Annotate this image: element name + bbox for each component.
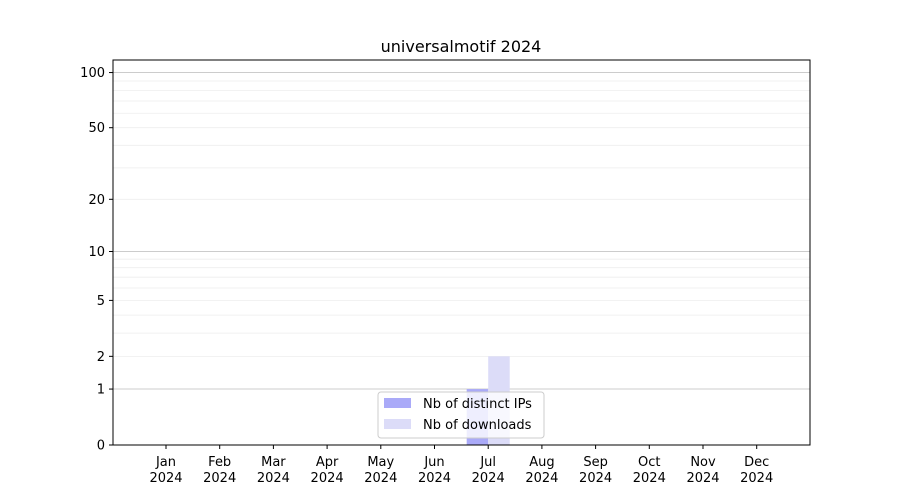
x-tick-label-month: Feb xyxy=(208,455,231,470)
plot-frame xyxy=(112,59,811,446)
x-tick-label-month: Mar xyxy=(261,455,286,470)
x-tick-label-month: Dec xyxy=(744,455,769,470)
legend-label: Nb of distinct IPs xyxy=(423,397,532,412)
x-tick-label-month: Apr xyxy=(316,455,339,470)
y-tick-label: 0 xyxy=(97,439,105,454)
x-tick-label-year: 2024 xyxy=(472,471,505,486)
x-tick-label-month: Sep xyxy=(583,455,608,470)
x-tick-label-month: Jan xyxy=(155,455,176,470)
legend-box xyxy=(377,391,545,439)
chart-title: universalmotif 2024 xyxy=(381,37,542,56)
x-tick-label-year: 2024 xyxy=(364,471,397,486)
y-tick-label: 20 xyxy=(88,193,105,208)
legend-swatch xyxy=(384,419,411,429)
grid xyxy=(113,72,810,390)
x-tick-label-month: Nov xyxy=(690,455,716,470)
x-tick-label-year: 2024 xyxy=(149,471,182,486)
x-tick-label-month: Jul xyxy=(479,455,496,470)
y-tick-label: 50 xyxy=(88,121,105,136)
x-tick-label-year: 2024 xyxy=(633,471,666,486)
x-tick-label-year: 2024 xyxy=(579,471,612,486)
x-tick-label-year: 2024 xyxy=(686,471,719,486)
y-tick-label: 100 xyxy=(80,66,105,81)
x-tick-label-year: 2024 xyxy=(418,471,451,486)
x-tick-label-year: 2024 xyxy=(525,471,558,486)
x-tick-label-year: 2024 xyxy=(740,471,773,486)
x-tick-label-year: 2024 xyxy=(311,471,344,486)
y-tick-label: 10 xyxy=(88,245,105,260)
y-axis: 0 1 2 5 10 20 50 100 xyxy=(80,66,113,454)
legend-swatch xyxy=(384,398,411,408)
x-tick-label-month: Oct xyxy=(638,455,660,470)
x-tick-label-month: Jun xyxy=(423,455,444,470)
x-axis: Jan2024Feb2024Mar2024Apr2024May2024Jun20… xyxy=(149,445,773,486)
y-tick-label: 2 xyxy=(97,350,105,365)
x-tick-label-year: 2024 xyxy=(257,471,290,486)
y-tick-label: 1 xyxy=(97,383,105,398)
legend: Nb of distinct IPs Nb of downloads xyxy=(377,391,545,439)
x-tick-label-year: 2024 xyxy=(203,471,236,486)
y-tick-label: 5 xyxy=(97,294,105,309)
x-tick-label-month: May xyxy=(367,455,394,470)
legend-label: Nb of downloads xyxy=(423,418,532,433)
x-tick-label-month: Aug xyxy=(529,455,554,470)
